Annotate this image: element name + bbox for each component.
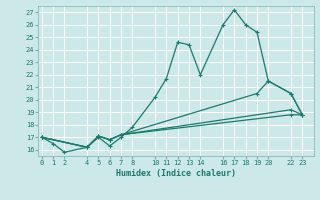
X-axis label: Humidex (Indice chaleur): Humidex (Indice chaleur) <box>116 169 236 178</box>
